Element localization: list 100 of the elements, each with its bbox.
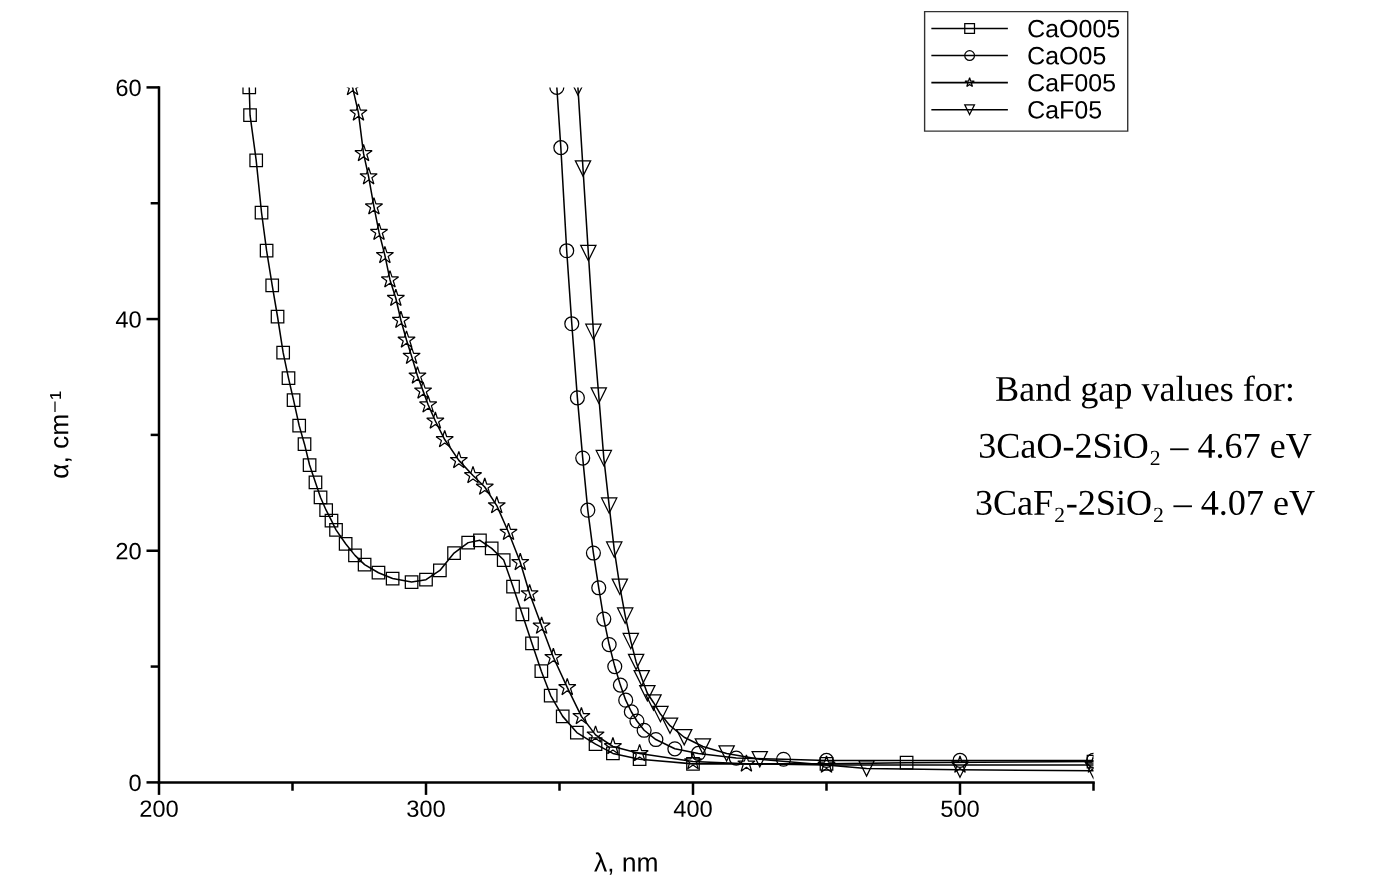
point <box>585 545 601 561</box>
y-tick-label: 20 <box>116 542 141 560</box>
point <box>636 722 652 738</box>
point <box>775 751 792 767</box>
point <box>359 166 378 185</box>
point <box>349 103 368 121</box>
point <box>499 522 518 541</box>
point <box>496 553 511 567</box>
point <box>265 278 280 293</box>
point <box>601 636 617 653</box>
point <box>612 677 628 693</box>
point <box>616 607 634 624</box>
legend-label: CaF05 <box>1028 100 1102 119</box>
point <box>595 449 613 467</box>
y-axis-title: α, cm⁻¹ <box>50 391 72 478</box>
point <box>313 490 328 505</box>
point <box>667 741 683 757</box>
x-tick-label: 400 <box>673 800 712 818</box>
point <box>633 669 650 687</box>
point <box>590 387 608 404</box>
point <box>391 310 411 329</box>
point <box>386 288 406 307</box>
point <box>243 108 257 123</box>
point <box>259 243 274 258</box>
point <box>899 755 914 770</box>
point <box>580 244 597 262</box>
point <box>532 616 551 634</box>
y-tick-label: 0 <box>129 774 141 792</box>
annotation: Band gap values for: <box>996 375 1292 409</box>
point <box>639 684 656 702</box>
x-tick-label: 300 <box>407 800 445 818</box>
point <box>302 458 317 472</box>
point <box>686 756 700 771</box>
point <box>645 694 662 711</box>
point <box>569 390 585 406</box>
legend-label: CaO05 <box>1028 46 1106 65</box>
point <box>426 411 445 429</box>
point <box>385 571 400 586</box>
point <box>249 153 264 168</box>
point <box>319 503 334 518</box>
point <box>588 737 603 752</box>
point <box>622 632 640 650</box>
point <box>618 692 634 708</box>
point <box>574 160 592 177</box>
point <box>718 745 735 762</box>
point <box>515 607 530 622</box>
point <box>286 393 301 408</box>
point <box>606 746 620 761</box>
point <box>630 743 649 762</box>
point <box>463 465 483 484</box>
point <box>818 752 835 768</box>
point <box>369 222 389 241</box>
point <box>603 736 623 755</box>
point <box>461 535 476 550</box>
point <box>555 709 570 724</box>
point <box>447 546 461 560</box>
point <box>737 754 756 772</box>
point <box>525 636 539 651</box>
point <box>580 502 596 518</box>
point <box>553 140 569 156</box>
point <box>605 541 623 558</box>
point <box>281 371 296 386</box>
point <box>433 563 447 578</box>
point <box>348 548 362 563</box>
point <box>354 143 373 162</box>
point <box>402 346 421 365</box>
point <box>558 677 577 696</box>
point <box>338 536 353 551</box>
y-tick-label: 40 <box>115 311 141 328</box>
point <box>408 366 427 384</box>
point <box>520 583 539 602</box>
point <box>506 579 520 594</box>
point <box>357 557 372 572</box>
point <box>413 381 433 399</box>
point <box>534 664 549 679</box>
point <box>544 647 563 666</box>
x-axis-title: λ, nm <box>594 852 657 875</box>
point <box>276 345 291 360</box>
point <box>435 429 454 448</box>
point <box>371 565 386 580</box>
point <box>858 760 875 777</box>
point <box>572 706 591 725</box>
point <box>648 731 664 748</box>
point <box>511 552 530 571</box>
point <box>728 750 744 766</box>
point <box>600 497 618 514</box>
point <box>324 513 339 528</box>
point <box>397 330 416 348</box>
point <box>952 752 968 768</box>
point <box>543 688 558 703</box>
point <box>661 717 679 734</box>
annotation: 3CaO-2SiO₂ – 4.67 eV <box>979 433 1312 466</box>
point <box>569 725 584 740</box>
point <box>297 437 312 452</box>
point <box>380 270 400 288</box>
point <box>564 316 580 332</box>
point <box>418 395 438 413</box>
point <box>951 761 969 778</box>
point <box>607 658 623 675</box>
point <box>375 245 395 264</box>
